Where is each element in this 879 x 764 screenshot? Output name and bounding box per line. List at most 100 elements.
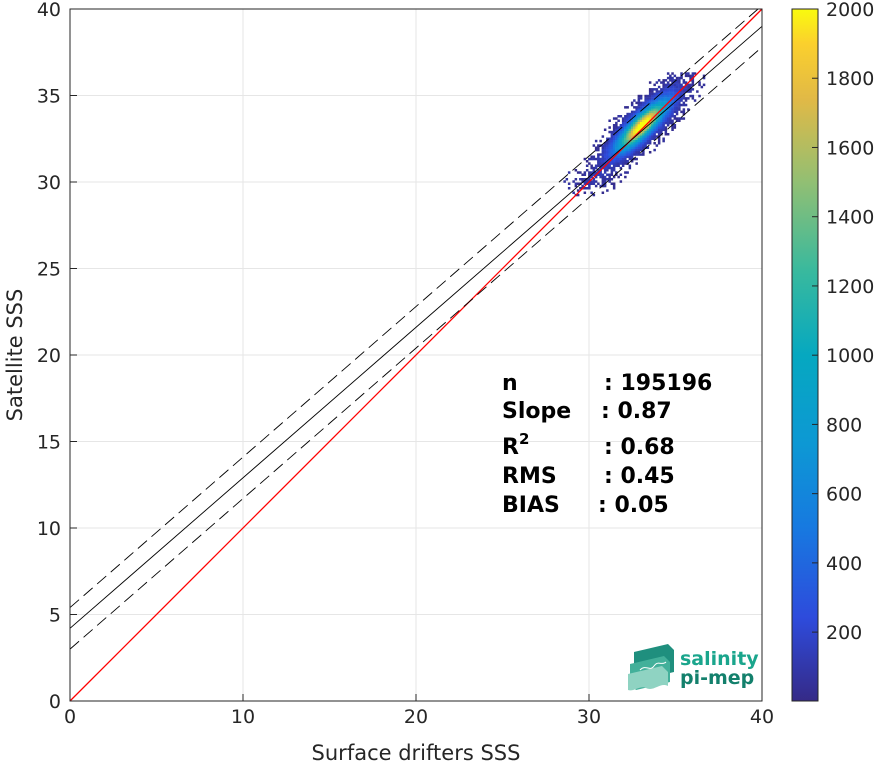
heatmap-cell <box>608 173 611 176</box>
heatmap-cell <box>669 101 672 105</box>
heatmap-cell <box>585 169 589 172</box>
y-tick-label: 20 <box>37 345 61 367</box>
heatmap-cell <box>635 117 638 120</box>
heatmap-cell <box>648 88 652 91</box>
heatmap-cell <box>626 121 629 125</box>
heatmap-cell <box>621 142 625 145</box>
heatmap-cell <box>673 106 677 109</box>
heatmap-cell <box>673 92 677 96</box>
heatmap-cell <box>633 117 636 120</box>
heatmap-cell <box>603 166 607 170</box>
heatmap-cell <box>698 83 701 87</box>
heatmap-cell <box>617 146 620 149</box>
heatmap-cell <box>651 101 654 105</box>
heatmap-cell <box>648 139 652 143</box>
heatmap-cell <box>666 72 670 75</box>
heatmap-cell <box>678 101 681 105</box>
y-tick-label: 0 <box>49 691 61 713</box>
heatmap-cell <box>675 112 679 116</box>
heatmap-cell <box>653 124 656 127</box>
heatmap-cell <box>617 157 620 161</box>
heatmap-cell <box>576 193 580 197</box>
heatmap-cell <box>651 135 654 138</box>
heatmap-cell <box>664 101 668 105</box>
heatmap-cell <box>651 130 654 134</box>
heatmap-cell <box>639 133 643 136</box>
heatmap-cell <box>610 148 614 152</box>
heatmap-cell <box>626 171 629 174</box>
heatmap-cell <box>673 124 677 127</box>
heatmap-cell <box>675 103 679 107</box>
heatmap-cell <box>644 139 647 143</box>
heatmap-cell <box>615 137 618 140</box>
heatmap-cell <box>644 101 647 105</box>
heatmap-cell <box>669 106 672 109</box>
heatmap-cell <box>642 117 645 120</box>
heatmap-cell <box>687 83 690 87</box>
heatmap-cell <box>651 97 654 100</box>
heatmap-cell <box>601 146 605 149</box>
heatmap-cell <box>642 108 645 111</box>
heatmap-cell <box>655 92 659 96</box>
heatmap-cell <box>624 124 627 127</box>
heatmap-cell <box>639 121 643 125</box>
heatmap-cell <box>588 171 591 174</box>
heatmap-cell <box>599 162 602 165</box>
heatmap-cell <box>678 85 681 89</box>
heatmap-cell <box>610 160 614 163</box>
heatmap-cell <box>639 97 643 100</box>
heatmap-cell <box>630 133 634 136</box>
heatmap-cell <box>662 92 665 96</box>
heatmap-cell <box>680 97 683 100</box>
heatmap-cell <box>612 169 616 172</box>
heatmap-cell <box>626 146 629 149</box>
stat-r2-label: R2 <box>502 430 529 460</box>
heatmap-cell <box>678 106 681 109</box>
heatmap-cell <box>619 162 623 165</box>
heatmap-cell <box>628 157 632 161</box>
heatmap-cell <box>603 162 607 165</box>
heatmap-cell <box>608 175 611 179</box>
heatmap-cell <box>675 119 679 122</box>
heatmap-cell <box>637 101 641 105</box>
heatmap-cell <box>669 119 672 122</box>
heatmap-cell <box>590 155 593 158</box>
heatmap-cell <box>617 153 620 156</box>
heatmap-cell <box>639 94 643 98</box>
heatmap-cell <box>648 137 652 140</box>
heatmap-cell <box>669 117 672 120</box>
heatmap-cell <box>700 85 704 89</box>
heatmap-cell <box>592 180 596 183</box>
heatmap-cell <box>628 112 632 116</box>
heatmap-cell <box>606 166 609 170</box>
heatmap-cell <box>642 137 645 140</box>
heatmap-cell <box>678 81 681 84</box>
heatmap-cell <box>655 117 659 120</box>
heatmap-cell <box>606 137 609 140</box>
y-tick-label: 15 <box>37 432 61 454</box>
heatmap-cell <box>662 94 665 98</box>
heatmap-cell <box>660 88 663 91</box>
heatmap-cell <box>682 117 686 120</box>
heatmap-cell <box>673 88 677 91</box>
heatmap-cell <box>660 94 663 98</box>
heatmap-cell <box>617 135 620 138</box>
heatmap-cell <box>653 110 656 114</box>
heatmap-cell <box>682 101 686 105</box>
heatmap-cell <box>662 90 665 93</box>
heatmap-cell <box>644 117 647 120</box>
heatmap-cell <box>612 182 616 185</box>
heatmap-cell <box>675 88 679 91</box>
heatmap-cell <box>648 126 652 129</box>
heatmap-cell <box>637 119 641 122</box>
heatmap-cell <box>615 126 618 129</box>
heatmap-cell <box>662 137 665 140</box>
heatmap-cell <box>601 191 605 194</box>
heatmap-cell <box>635 124 638 127</box>
heatmap-cell <box>669 79 672 82</box>
heatmap-cell <box>653 112 656 116</box>
heatmap-cell <box>635 135 638 138</box>
heatmap-cell <box>646 110 650 114</box>
heatmap-cell <box>579 178 582 181</box>
y-tick-label: 40 <box>37 0 61 21</box>
